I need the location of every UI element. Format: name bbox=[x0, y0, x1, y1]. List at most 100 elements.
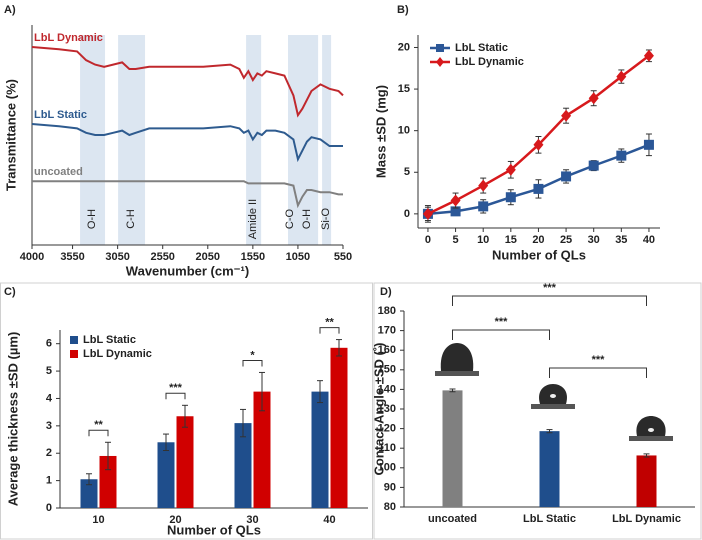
band bbox=[80, 35, 106, 245]
series-label: LbL Dynamic bbox=[34, 32, 103, 44]
x-tick-label: 30 bbox=[588, 234, 600, 246]
error-bar bbox=[240, 408, 246, 438]
marker bbox=[643, 139, 654, 150]
error-bar bbox=[546, 429, 553, 434]
bar bbox=[330, 347, 348, 508]
x-tick-label: 30 bbox=[246, 514, 258, 526]
x-tick-label: 2550 bbox=[150, 251, 174, 263]
significance-bracket bbox=[549, 367, 647, 378]
y-tick-label: 0 bbox=[46, 502, 52, 514]
y-axis-label: Average thickness ±SD (µm) bbox=[5, 332, 20, 507]
significance-bracket bbox=[319, 327, 340, 334]
panel-c-frame bbox=[0, 282, 373, 540]
error-bar bbox=[336, 339, 342, 357]
x-tick-label: LbL Dynamic bbox=[612, 513, 681, 525]
x-tick-label: 40 bbox=[323, 514, 335, 526]
y-tick-label: 3 bbox=[46, 420, 52, 432]
x-axis-label: Number of QLs bbox=[167, 522, 261, 537]
y-tick-label: 10 bbox=[398, 125, 410, 137]
y-tick-label: 120 bbox=[378, 423, 396, 435]
bar bbox=[311, 391, 329, 508]
marker bbox=[450, 206, 461, 217]
x-tick-label: 10 bbox=[92, 514, 104, 526]
band-label: C-H bbox=[125, 209, 137, 229]
marker bbox=[505, 163, 516, 176]
error-bar bbox=[643, 453, 650, 458]
marker bbox=[478, 201, 489, 212]
significance-label: *** bbox=[169, 382, 183, 394]
x-tick-label: 40 bbox=[643, 234, 655, 246]
y-tick-label: 4 bbox=[46, 392, 53, 404]
error-bar bbox=[317, 380, 323, 404]
bar bbox=[442, 390, 463, 507]
significance-bracket bbox=[242, 359, 263, 367]
error-bar bbox=[86, 473, 92, 486]
y-tick-label: 100 bbox=[378, 462, 396, 474]
marker bbox=[478, 179, 489, 192]
x-tick-label: 15 bbox=[505, 234, 517, 246]
x-tick-label: 1550 bbox=[241, 251, 265, 263]
bar bbox=[234, 423, 252, 508]
series-label: LbL Static bbox=[34, 109, 87, 121]
y-tick-label: 130 bbox=[378, 403, 396, 415]
marker bbox=[561, 171, 572, 182]
series-line bbox=[32, 180, 343, 209]
error-bar bbox=[163, 433, 169, 451]
x-tick-label: 20 bbox=[169, 514, 181, 526]
x-tick-label: 4000 bbox=[20, 251, 44, 263]
x-tick-label: 25 bbox=[560, 234, 572, 246]
droplet-uncoated bbox=[435, 343, 479, 376]
y-tick-label: 160 bbox=[378, 344, 396, 356]
droplet-dynamic bbox=[629, 416, 673, 441]
band-label: C-O bbox=[284, 208, 296, 229]
panel-label: D) bbox=[380, 286, 392, 298]
bar bbox=[176, 416, 194, 508]
error-bar bbox=[449, 388, 456, 393]
panel-label: B) bbox=[397, 4, 409, 16]
legend-marker bbox=[436, 44, 444, 52]
significance-bracket bbox=[452, 329, 550, 340]
error-bar bbox=[259, 371, 265, 412]
marker bbox=[422, 207, 433, 220]
marker bbox=[533, 138, 544, 151]
y-tick-label: 170 bbox=[378, 325, 396, 337]
legend-label: LbL Dynamic bbox=[455, 56, 524, 68]
x-tick-label: 2050 bbox=[196, 251, 220, 263]
y-tick-label: 6 bbox=[46, 338, 52, 350]
droplet-static bbox=[531, 384, 575, 409]
error-bar bbox=[182, 404, 188, 428]
marker bbox=[533, 183, 544, 194]
legend-label: LbL Static bbox=[455, 42, 508, 54]
band-label: O-H bbox=[86, 209, 98, 229]
x-tick-label: 1050 bbox=[286, 251, 310, 263]
y-tick-label: 140 bbox=[378, 383, 396, 395]
series-line bbox=[31, 123, 343, 163]
y-axis-label: Contact Angle ±SD (˚) bbox=[371, 342, 386, 475]
y-tick-label: 180 bbox=[378, 305, 396, 317]
x-tick-label: uncoated bbox=[428, 513, 477, 525]
legend-swatch bbox=[70, 350, 78, 358]
y-axis-label: Transmittance (%) bbox=[3, 79, 18, 191]
marker bbox=[505, 192, 516, 203]
x-tick-label: 550 bbox=[334, 251, 352, 263]
marker bbox=[588, 92, 599, 105]
significance-bracket bbox=[88, 429, 109, 437]
legend-marker bbox=[436, 57, 444, 67]
bar bbox=[157, 442, 175, 508]
x-tick-label: 10 bbox=[477, 234, 489, 246]
error-bar bbox=[105, 441, 111, 471]
marker bbox=[643, 49, 654, 62]
bar bbox=[539, 431, 560, 507]
x-tick-label: 5 bbox=[453, 234, 459, 246]
significance-bracket bbox=[452, 295, 647, 306]
y-tick-label: 1 bbox=[46, 475, 52, 487]
x-tick-label: 3050 bbox=[105, 251, 129, 263]
series-line bbox=[31, 46, 344, 118]
x-tick-label: 0 bbox=[425, 234, 431, 246]
significance-label: ** bbox=[94, 419, 103, 431]
bar bbox=[253, 391, 271, 508]
significance-label: *** bbox=[592, 354, 606, 366]
bar bbox=[636, 455, 657, 507]
x-tick-label: 3550 bbox=[60, 251, 84, 263]
